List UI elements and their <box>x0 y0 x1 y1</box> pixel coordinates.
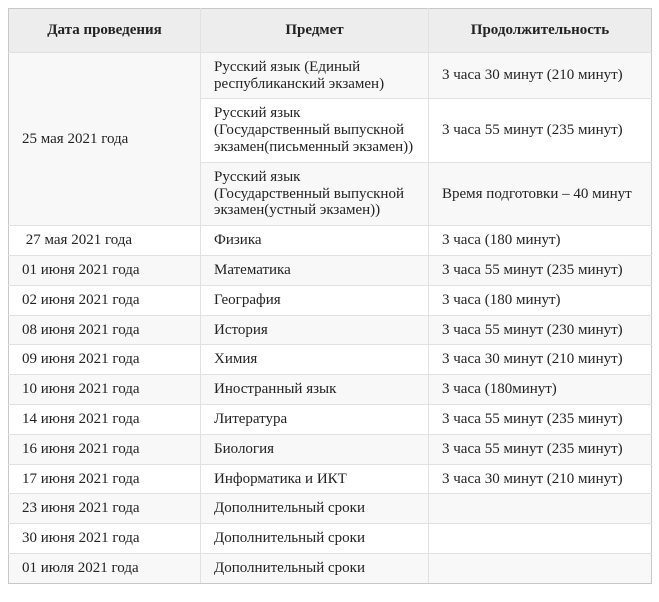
duration-cell: 3 часа 55 минут (230 минут) <box>428 314 652 346</box>
duration-cell: Время подготовки – 40 минут <box>428 161 652 227</box>
exam-schedule-table: Дата проведения Предмет Продолжительност… <box>8 8 652 584</box>
subject-cell: Биология <box>200 433 429 465</box>
duration-cell: 3 часа 55 минут (235 минут) <box>428 254 652 286</box>
duration-cell: 3 часа 55 минут (235 минут) <box>428 433 652 465</box>
duration-cell: 3 часа (180минут) <box>428 374 652 405</box>
duration-cell: 3 часа 30 минут (210 минут) <box>428 344 652 376</box>
date-cell: 10 июня 2021 года <box>8 374 201 405</box>
subject-cell: Физика <box>200 225 429 256</box>
date-cell: 27 мая 2021 года <box>8 225 201 256</box>
date-cell: 02 июня 2021 года <box>8 284 201 316</box>
duration-cell: 3 часа (180 минут) <box>428 225 652 256</box>
table-row: 01 июня 2021 года Математика 3 часа 55 мин… <box>8 254 652 286</box>
table-body: 25 мая 2021 года Русский язык (Единый рес… <box>8 51 652 584</box>
subject-cell: Русский язык (Единый республиканский экз… <box>200 51 429 100</box>
date-cell: 14 июня 2021 года <box>8 403 201 435</box>
table-row: 10 июня 2021 года Иностранный язык 3 часа … <box>8 374 652 405</box>
date-cell: 01 июня 2021 года <box>8 254 201 286</box>
table-row: 09 июня 2021 года Химия 3 часа 30 минут (2… <box>8 344 652 376</box>
duration-cell: 3 часа 55 минут (235 минут) <box>428 403 652 435</box>
date-cell: 09 июня 2021 года <box>8 344 201 376</box>
subject-cell: Русский язык (Государственный выпускной … <box>200 98 429 163</box>
date-cell: 01 июля 2021 года <box>8 552 201 584</box>
table-row: Русский язык (Государственный выпускной … <box>9 98 652 163</box>
date-cell: 23 июня 2021 года <box>8 493 201 525</box>
date-cell: 30 июня 2021 года <box>8 523 201 554</box>
date-cell: 16 июня 2021 года <box>8 433 201 465</box>
table-row: 17 июня 2021 года Информатика и ИКТ 3 часа… <box>8 463 652 495</box>
table-row: Русский язык (Государственный выпускной … <box>9 161 652 227</box>
subject-cell: Дополнительный сроки <box>200 523 429 554</box>
duration-cell <box>428 552 652 584</box>
subject-cell: Информатика и ИКТ <box>200 463 429 495</box>
table-row: 30 июня 2021 года Дополнительный сроки <box>8 523 652 554</box>
duration-cell: 3 часа 30 минут (210 минут) <box>428 463 652 495</box>
column-header-date: Дата проведения <box>8 8 201 53</box>
column-header-subject: Предмет <box>200 8 429 53</box>
duration-cell: 3 часа 55 минут (235 минут) <box>428 98 652 163</box>
table-row: 01 июля 2021 года Дополнительный сроки <box>8 552 652 584</box>
date-cell: 25 мая 2021 года <box>8 51 201 227</box>
table-row: 23 июня 2021 года Дополнительный сроки <box>8 493 652 525</box>
subject-cell: Химия <box>200 344 429 376</box>
subject-cell: Иностранный язык <box>200 374 429 405</box>
date-cell: 17 июня 2021 года <box>8 463 201 495</box>
table-row: 25 мая 2021 года Русский язык (Единый рес… <box>8 51 652 227</box>
subject-cell: Дополнительный сроки <box>200 493 429 525</box>
duration-cell: 3 часа 30 минут (210 минут) <box>428 51 652 100</box>
duration-cell <box>428 523 652 554</box>
table-row: 27 мая 2021 года Физика 3 часа (180 минут) <box>8 225 652 256</box>
subject-cell: География <box>200 284 429 316</box>
table-row: 02 июня 2021 года География 3 часа (180 ми… <box>8 284 652 316</box>
table-row: 14 июня 2021 года Литература 3 часа 55 мин… <box>8 403 652 435</box>
duration-cell: 3 часа (180 минут) <box>428 284 652 316</box>
subject-cell: Литература <box>200 403 429 435</box>
table-row: 08 июня 2021 года История 3 часа 55 минут … <box>8 314 652 346</box>
subject-cell: История <box>200 314 429 346</box>
date-cell: 08 июня 2021 года <box>8 314 201 346</box>
header-row: Дата проведения Предмет Продолжительност… <box>8 8 652 53</box>
subject-cell: Дополнительный сроки <box>200 552 429 584</box>
column-header-duration: Продолжительность <box>428 8 652 53</box>
subject-cell: Математика <box>200 254 429 286</box>
duration-cell <box>428 493 652 525</box>
subject-cell: Русский язык (Государственный выпускной … <box>200 161 429 227</box>
table-row: 16 июня 2021 года Биология 3 часа 55 минут… <box>8 433 652 465</box>
